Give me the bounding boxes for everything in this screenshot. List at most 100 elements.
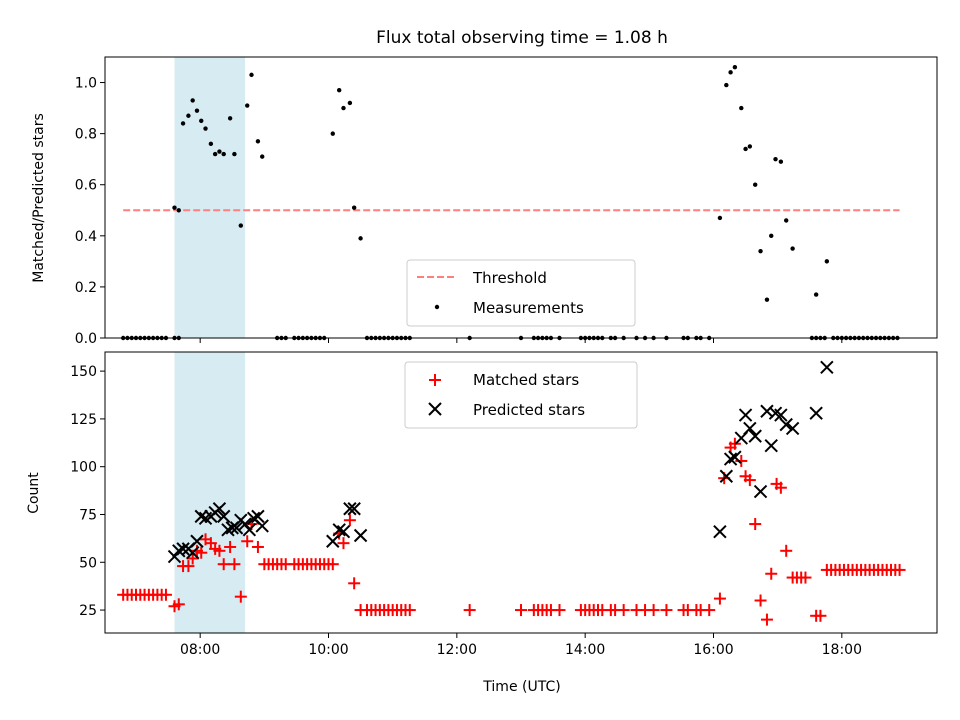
measurement-point — [728, 70, 733, 75]
predicted-star-marker — [194, 509, 208, 524]
predicted-star-marker — [212, 502, 227, 516]
matched-star-marker — [814, 609, 827, 622]
predicted-star-marker — [774, 408, 788, 422]
measurement-point — [221, 151, 226, 157]
predicted-star-marker — [353, 528, 368, 543]
count-highlight-span — [174, 352, 246, 633]
ratio-panel: 0.0 0.2 0.4 0.6 0.8 1.0 Matched/Predicted sta… — [31, 56, 938, 347]
measurement-point — [337, 88, 342, 93]
count-ytick-label: 150 — [70, 364, 97, 380]
ratio-highlight-span — [174, 57, 246, 338]
ratio-ytick-label: 1.0 — [75, 76, 97, 92]
count-plot-frame — [104, 351, 938, 634]
xtick-label: 12:00 — [437, 642, 477, 658]
matched-star-marker — [617, 604, 630, 617]
x-axis-label: Time (UTC) — [482, 679, 560, 695]
matched-star-marker — [647, 604, 660, 617]
measurement-point — [351, 205, 357, 210]
matched-star-marker — [326, 558, 339, 571]
matched-star-marker — [251, 540, 264, 553]
legend-matched-swatch — [429, 374, 441, 386]
predicted-star-marker — [255, 519, 269, 533]
legend-threshold-label: Threshold — [472, 269, 547, 287]
ratio-legend: Threshold Measurements — [406, 259, 636, 327]
predicted-star-marker — [713, 524, 727, 539]
predicted-star-marker — [190, 534, 204, 548]
measurement-point — [743, 146, 748, 152]
measurement-point — [824, 259, 830, 264]
matched-star-marker — [217, 558, 230, 571]
measurement-point — [764, 297, 770, 302]
matched-star-marker — [799, 571, 812, 584]
measurement-point — [172, 205, 177, 210]
matched-star-marker — [780, 544, 793, 557]
predicted-star-marker — [785, 421, 800, 436]
matched-star-marker — [234, 590, 247, 603]
ratio-ytick-label: 0.0 — [75, 331, 97, 347]
legend-matched-label: Matched stars — [473, 371, 579, 389]
measurement-point — [758, 248, 763, 254]
matched-star-marker — [515, 604, 527, 617]
measurement-point — [249, 72, 254, 78]
measurement-point — [747, 144, 753, 149]
ratio-ylabel: Matched/Predicted stars — [31, 113, 47, 283]
matched-star-marker — [241, 535, 254, 548]
ratio-plot-frame — [104, 56, 938, 339]
measurement-point — [813, 292, 819, 297]
predicted-stars-series — [167, 360, 834, 564]
ratio-ytick-label: 0.6 — [75, 178, 97, 194]
matched-star-marker — [760, 613, 773, 626]
measurement-point — [176, 208, 181, 213]
matched-star-marker — [703, 604, 716, 617]
predicted-star-marker — [748, 429, 762, 443]
measurement-point — [227, 116, 233, 121]
legend-measurements-swatch — [434, 304, 440, 310]
matched-star-marker — [159, 588, 172, 601]
measurement-point — [341, 105, 346, 111]
measurement-point — [203, 126, 208, 131]
predicted-star-marker — [753, 484, 768, 499]
predicted-star-marker — [185, 546, 200, 560]
measurement-point — [784, 218, 789, 223]
measurement-point — [753, 182, 758, 187]
predicted-star-marker — [176, 542, 190, 556]
predicted-star-marker — [238, 517, 252, 531]
legend-measurements-label: Measurements — [473, 299, 584, 317]
matched-star-marker — [182, 560, 195, 573]
matched-star-marker — [749, 518, 762, 531]
ratio-ytick-label: 0.2 — [75, 280, 97, 296]
predicted-star-marker — [336, 524, 351, 539]
measurement-point — [199, 118, 204, 124]
matched-star-marker — [343, 514, 356, 527]
matched-star-marker — [172, 598, 185, 611]
ratio-ytick-label: 0.4 — [75, 229, 97, 245]
count-ytick-label: 75 — [79, 507, 97, 523]
matched-star-marker — [553, 604, 566, 617]
predicted-star-marker — [738, 408, 753, 422]
measurement-point — [778, 159, 784, 164]
measurement-point — [732, 65, 738, 70]
measurement-point — [769, 233, 774, 239]
matched-star-marker — [660, 604, 673, 617]
matched-star-marker — [463, 604, 476, 617]
measurement-point — [212, 151, 218, 157]
matched-star-marker — [348, 577, 361, 590]
predicted-star-marker — [728, 450, 742, 464]
xtick-label: 08:00 — [180, 642, 220, 658]
matched-star-marker — [337, 537, 350, 550]
predicted-star-marker — [820, 360, 834, 374]
predicted-star-marker — [229, 521, 244, 535]
count-ytick-label: 25 — [79, 603, 97, 619]
measurement-point — [180, 121, 186, 126]
matched-star-marker — [728, 437, 741, 450]
matched-star-marker — [224, 540, 237, 553]
predicted-star-marker — [343, 502, 357, 516]
measurement-point — [255, 139, 261, 144]
predicted-star-marker — [332, 523, 346, 537]
predicted-star-marker — [347, 502, 361, 516]
count-ytick-label: 100 — [70, 460, 97, 476]
matched-star-marker — [893, 563, 906, 576]
xtick-label: 10:00 — [308, 642, 348, 658]
count-panel: 25 50 75 100 125 150 08:00 10:00 12:00 14:00 16:0… — [26, 351, 938, 695]
